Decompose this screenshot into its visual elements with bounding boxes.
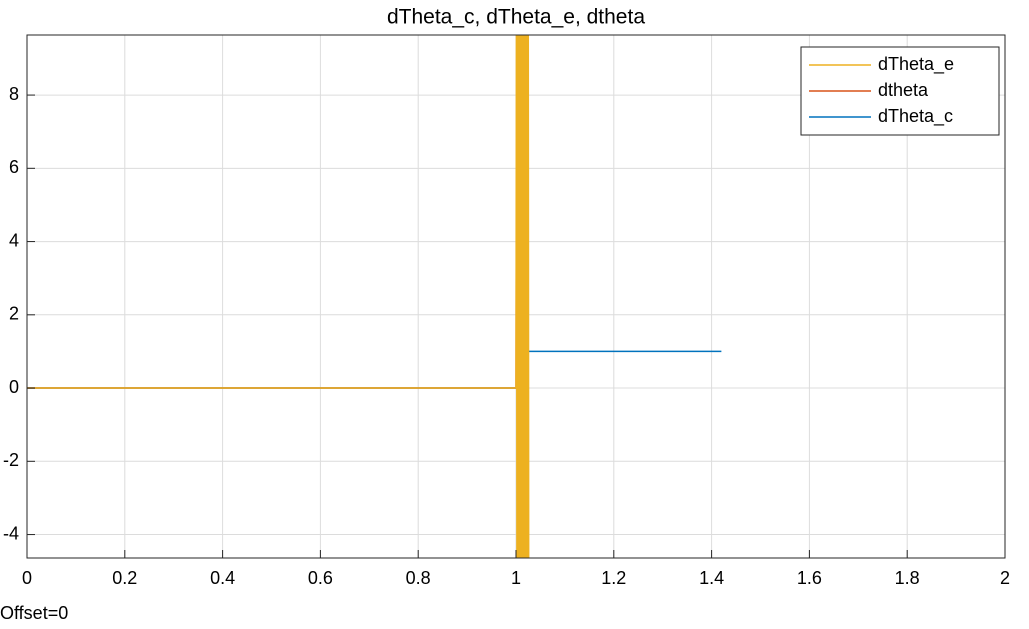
y-tick-label: -4 <box>3 523 19 543</box>
series-line <box>27 35 530 558</box>
x-tick-label: 1.8 <box>895 568 920 588</box>
x-tick-label: 2 <box>1000 568 1010 588</box>
x-tick-label: 0.2 <box>112 568 137 588</box>
x-tick-label: 1.6 <box>797 568 822 588</box>
y-tick-label: 2 <box>9 304 19 324</box>
y-tick-label: -2 <box>3 450 19 470</box>
x-tick-label: 1.2 <box>601 568 626 588</box>
legend-label: dTheta_e <box>878 54 954 75</box>
offset-note: Offset=0 <box>0 603 68 623</box>
y-tick-label: 8 <box>9 84 19 104</box>
x-tick-label: 1 <box>511 568 521 588</box>
y-tick-label: 0 <box>9 377 19 397</box>
chart-title: dTheta_c, dTheta_e, dtheta <box>387 6 645 29</box>
x-tick-label: 1.4 <box>699 568 724 588</box>
x-tick-label: 0.4 <box>210 568 235 588</box>
x-tick-label: 0.8 <box>406 568 431 588</box>
y-tick-label: 6 <box>9 157 19 177</box>
legend-label: dTheta_c <box>878 106 953 127</box>
y-tick-label: 4 <box>9 230 19 250</box>
x-tick-label: 0.6 <box>308 568 333 588</box>
legend-label: dtheta <box>878 80 929 100</box>
series-line <box>27 157 519 389</box>
x-tick-label: 0 <box>22 568 32 588</box>
series-line <box>27 350 722 389</box>
plot-area <box>27 35 722 558</box>
